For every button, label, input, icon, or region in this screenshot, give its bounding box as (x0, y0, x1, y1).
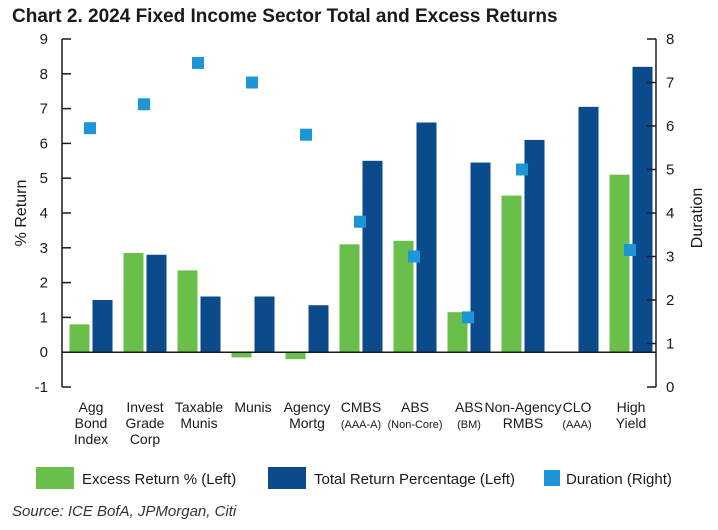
right-tick-label: 2 (666, 292, 674, 309)
category-label: Taxable (175, 399, 223, 415)
legend-label-duration: Duration (Right) (566, 471, 672, 488)
left-tick-label: 9 (40, 31, 48, 48)
marker-duration (192, 56, 204, 69)
marker-duration (462, 311, 474, 324)
category-label: Agg (79, 399, 104, 415)
category-label: High (617, 399, 646, 415)
legend-swatch-total (268, 467, 306, 489)
bar-excess-return (501, 195, 522, 353)
bar-excess-return (609, 174, 630, 353)
right-axis-title: Duration (689, 188, 706, 248)
left-tick-label: 3 (40, 240, 48, 257)
marker-duration (84, 122, 96, 135)
marker-duration (624, 243, 636, 256)
category-label: (AAA) (562, 419, 591, 431)
bar-total-return (632, 66, 653, 353)
left-tick-label: 7 (40, 101, 48, 118)
category-label: CMBS (341, 399, 381, 415)
source-note: Source: ICE BofA, JPMorgan, Citi (12, 503, 237, 520)
bar-excess-return (285, 352, 306, 360)
category-label: (AAA-A) (341, 419, 381, 431)
bar-total-return (578, 106, 599, 353)
right-tick-label: 0 (666, 379, 674, 396)
legend-label-excess: Excess Return % (Left) (82, 471, 236, 488)
legend-swatch-excess (36, 467, 74, 489)
legend-label-total: Total Return Percentage (Left) (314, 471, 515, 488)
bar-excess-return (123, 253, 144, 353)
category-label: Bond (75, 415, 108, 431)
marker-duration (408, 250, 420, 263)
category-label: Agency (284, 399, 331, 415)
left-tick-label: 0 (40, 344, 48, 361)
marker-duration (246, 76, 258, 89)
right-tick-label: 8 (666, 31, 674, 48)
bar-total-return (146, 254, 167, 353)
right-tick-label: 1 (666, 336, 674, 353)
category-label: Munis (234, 399, 271, 415)
category-label: ABS (401, 399, 429, 415)
left-tick-label: 6 (40, 135, 48, 152)
left-tick-label: 2 (40, 275, 48, 292)
category-label: Yield (616, 415, 647, 431)
category-label: CLO (563, 399, 592, 415)
marker-duration (516, 163, 528, 176)
left-tick-label: 1 (40, 309, 48, 326)
category-label: Mortg (289, 415, 325, 431)
bar-total-return (470, 162, 491, 353)
category-label: RMBS (503, 415, 543, 431)
right-tick-label: 5 (666, 162, 674, 179)
bar-total-return (92, 300, 113, 353)
left-tick-label: 8 (40, 66, 48, 83)
category-label: Munis (180, 415, 217, 431)
right-tick-label: 4 (666, 205, 674, 222)
marker-duration (300, 128, 312, 141)
category-label: Corp (130, 431, 161, 447)
bar-excess-return (339, 244, 360, 353)
right-tick-label: 6 (666, 118, 674, 135)
bar-excess-return (177, 270, 198, 353)
category-label: Non-Agency (484, 399, 561, 415)
left-tick-label: 4 (40, 205, 48, 222)
chart-title: Chart 2. 2024 Fixed Income Sector Total … (12, 6, 558, 27)
bar-total-return (524, 139, 545, 353)
bar-total-return (362, 160, 383, 353)
marker-duration (354, 215, 366, 228)
bar-excess-return (69, 324, 90, 353)
bar-total-return (416, 122, 437, 353)
left-axis-title: % Return (13, 180, 30, 247)
left-tick-label: 5 (40, 170, 48, 187)
marker-duration (138, 98, 150, 111)
legend-swatch-duration (544, 470, 560, 486)
left-tick-label: -1 (35, 379, 48, 396)
bar-total-return (200, 296, 221, 353)
bar-total-return (254, 296, 275, 353)
category-label: (Non-Core) (387, 419, 442, 431)
right-tick-label: 7 (666, 75, 674, 92)
bar-excess-return (231, 352, 252, 358)
bar-total-return (308, 305, 329, 353)
category-label: ABS (455, 399, 483, 415)
right-tick-label: 3 (666, 249, 674, 266)
category-label: Invest (126, 399, 163, 415)
category-label: Grade (126, 415, 165, 431)
category-label: Index (74, 431, 108, 447)
category-label: (BM) (457, 419, 481, 431)
bar-excess-return (393, 240, 414, 353)
